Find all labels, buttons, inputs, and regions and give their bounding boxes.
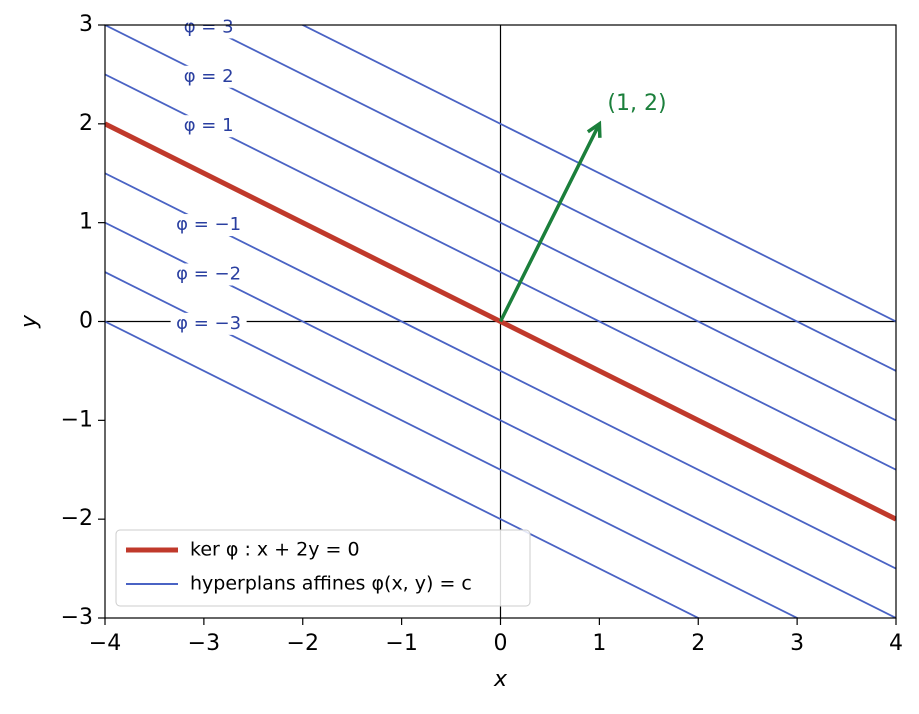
line-label: φ = 2 (184, 66, 234, 87)
x-tick-label: 1 (592, 631, 606, 656)
line-label: φ = 3 (184, 16, 234, 37)
x-tick-label: −4 (89, 631, 121, 656)
y-tick-label: 1 (79, 210, 93, 235)
line-label: φ = 1 (184, 115, 234, 136)
arrow (498, 120, 602, 323)
line-label-bg (170, 115, 247, 138)
line-label-bg (170, 16, 247, 39)
line-label-bg (170, 312, 247, 335)
hyperplane-line (105, 221, 896, 618)
y-tick-label: −2 (61, 506, 93, 531)
y-tick-label: 3 (79, 12, 93, 37)
hyperplane-line (105, 73, 896, 471)
legend-box (115, 529, 531, 607)
x-tick-label: 3 (790, 631, 804, 656)
hyperplane-line (105, 25, 896, 422)
line-label-bg (170, 65, 247, 88)
x-tick-label: −2 (287, 631, 319, 656)
x-tick-label: −3 (188, 631, 220, 656)
line-label-bg (170, 263, 247, 286)
hyperplane-line (105, 172, 896, 570)
legend-label: ker φ : x + 2y = 0 (190, 539, 360, 561)
legend-label: hyperplans affines φ(x, y) = c (190, 573, 472, 595)
y-tick-label: 0 (79, 309, 93, 334)
line-label-bg (170, 214, 247, 237)
y-tick-label: 2 (79, 111, 93, 136)
hyperplane-line (201, 25, 896, 372)
line-label: φ = −1 (176, 214, 241, 235)
x-tick-label: −1 (385, 631, 417, 656)
hyperplane-line (300, 25, 896, 323)
arrow-label: (1, 2) (607, 91, 666, 116)
x-tick-label: 4 (889, 631, 903, 656)
line-label: φ = −2 (176, 263, 241, 284)
y-tick-label: −1 (61, 407, 93, 432)
hyperplane-line (105, 320, 701, 618)
x-tick-label: 0 (494, 631, 508, 656)
line-label: φ = −3 (176, 313, 241, 334)
x-tick-label: 2 (691, 631, 705, 656)
y-tick-label: −3 (61, 605, 93, 630)
plot-frame (104, 24, 897, 619)
y-axis-label: y (17, 314, 42, 329)
hyperplane-line (105, 271, 800, 618)
x-axis-label: x (493, 667, 508, 692)
